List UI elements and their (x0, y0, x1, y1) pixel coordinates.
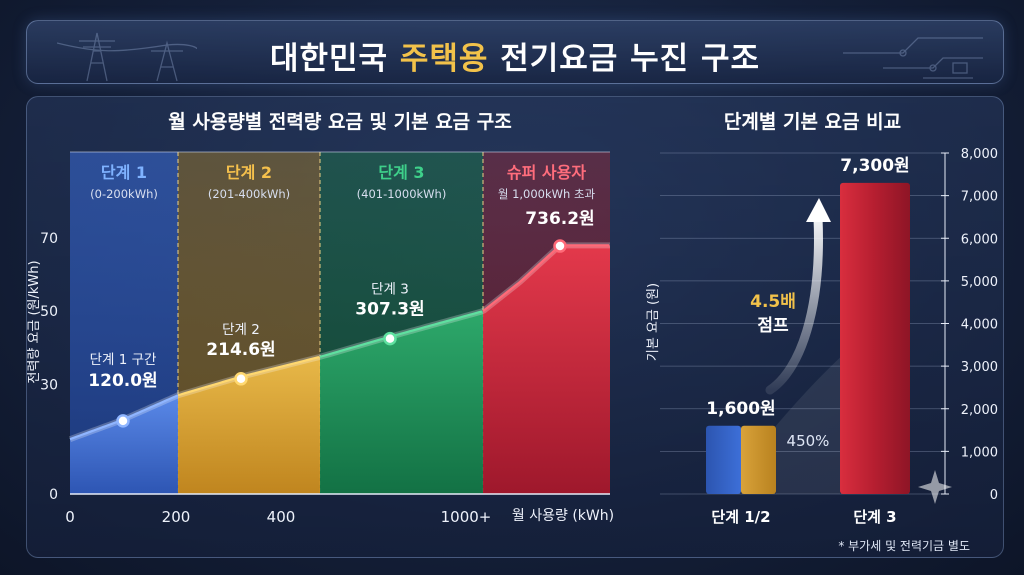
y-tick-label: 5,000 (961, 275, 998, 290)
jump-arrow-icon (765, 213, 823, 395)
footnote: * 부가세 및 전력기금 별도 (838, 539, 970, 553)
data-point-label: 단계 3 (371, 282, 409, 298)
tier-name: 단계 2 (226, 163, 272, 182)
percent-label: 450% (787, 432, 830, 450)
x-tick-label: 1000+ (441, 508, 492, 526)
tier-name: 단계 3 (378, 163, 424, 182)
rate-line (482, 244, 609, 313)
tier-range: (201-400kWh) (208, 187, 290, 201)
data-point (234, 372, 248, 386)
y-tick-label: 4,000 (961, 318, 998, 333)
right-chart-title: 단계별 기본 요금 비교 (723, 111, 902, 133)
data-point-value: 736.2원 (525, 209, 594, 229)
data-point (383, 331, 397, 346)
rate-line (177, 356, 320, 397)
y-tick-label: 8,000 (961, 147, 998, 162)
tier-name: 단계 1 (101, 163, 147, 182)
tier-area (483, 245, 610, 494)
sparkle-icon (918, 470, 952, 504)
title-bar: 대한민국 주택용 전기요금 누진 구조 (26, 20, 1004, 84)
power-tower-icon (57, 32, 197, 82)
y-tick-label: 0 (49, 487, 58, 503)
data-point-label: 단계 2 (222, 322, 260, 338)
jump-multiplier: 4.5배 (750, 292, 796, 312)
bar-connector (776, 357, 840, 494)
data-point-value: 307.3원 (355, 300, 424, 320)
data-point (116, 414, 130, 428)
tier-name: 슈퍼 사용자 (507, 163, 586, 182)
y-tick-label: 7,000 (961, 190, 998, 205)
left-chart-title: 월 사용량별 전력량 요금 및 기본 요금 구조 (168, 111, 512, 133)
category-label: 단계 1/2 (711, 508, 770, 526)
tier-area (178, 356, 320, 494)
y-tick-label: 50 (40, 304, 58, 320)
y-tick-label: 2,000 (961, 403, 998, 418)
tier-area (70, 395, 178, 494)
y-tick-label: 0 (990, 488, 998, 503)
right-chart: 0 1,000 2,000 3,000 4,000 5,000 6,000 7,000 8,00… (646, 147, 998, 526)
y-tick-label: 6,000 (961, 232, 998, 247)
x-tick-label: 400 (267, 508, 296, 526)
left-chart: 단계 1 (0-200kWh) 단계 2 (201-400kWh) 단계 3 (401-1… (27, 151, 614, 526)
jump-arrowhead-icon (806, 198, 831, 222)
bar-tier3 (840, 182, 910, 494)
y-tick-label: 1,000 (961, 445, 998, 460)
y-axis-label: 전력량 요금 (원/kWh) (27, 260, 42, 383)
category-label: 단계 3 (853, 508, 896, 526)
y-axis-label: 기본 요금 (원) (646, 283, 661, 361)
tier-area (320, 311, 483, 494)
bar-value-label: 1,600원 (706, 399, 775, 419)
tier-range: (401-1000kWh) (357, 187, 447, 201)
bar-tier12-yellow (741, 425, 776, 494)
x-axis-label: 월 사용량 (kWh) (512, 508, 614, 524)
tier-range: (0-200kWh) (90, 187, 158, 201)
data-point-value: 120.0원 (88, 371, 157, 391)
y-tick-label: 3,000 (961, 360, 998, 375)
y-tick-label: 30 (40, 377, 58, 393)
bar-value-label: 7,300원 (840, 156, 909, 176)
x-tick-label: 200 (162, 508, 191, 526)
rate-line (319, 310, 483, 358)
x-tick-label: 0 (65, 508, 75, 526)
circuit-plug-icon (843, 37, 983, 79)
data-point-value: 214.6원 (206, 340, 275, 360)
data-point (553, 239, 567, 253)
page-title: 대한민국 주택용 전기요금 누진 구조 (270, 41, 760, 77)
y-tick-label: 70 (40, 231, 58, 247)
data-point-label: 단계 1 구간 (90, 352, 157, 368)
tier-range: 월 1,000kWh 초과 (498, 187, 596, 201)
bar-tier12-blue (706, 425, 741, 494)
jump-label: 점프 (757, 316, 789, 336)
